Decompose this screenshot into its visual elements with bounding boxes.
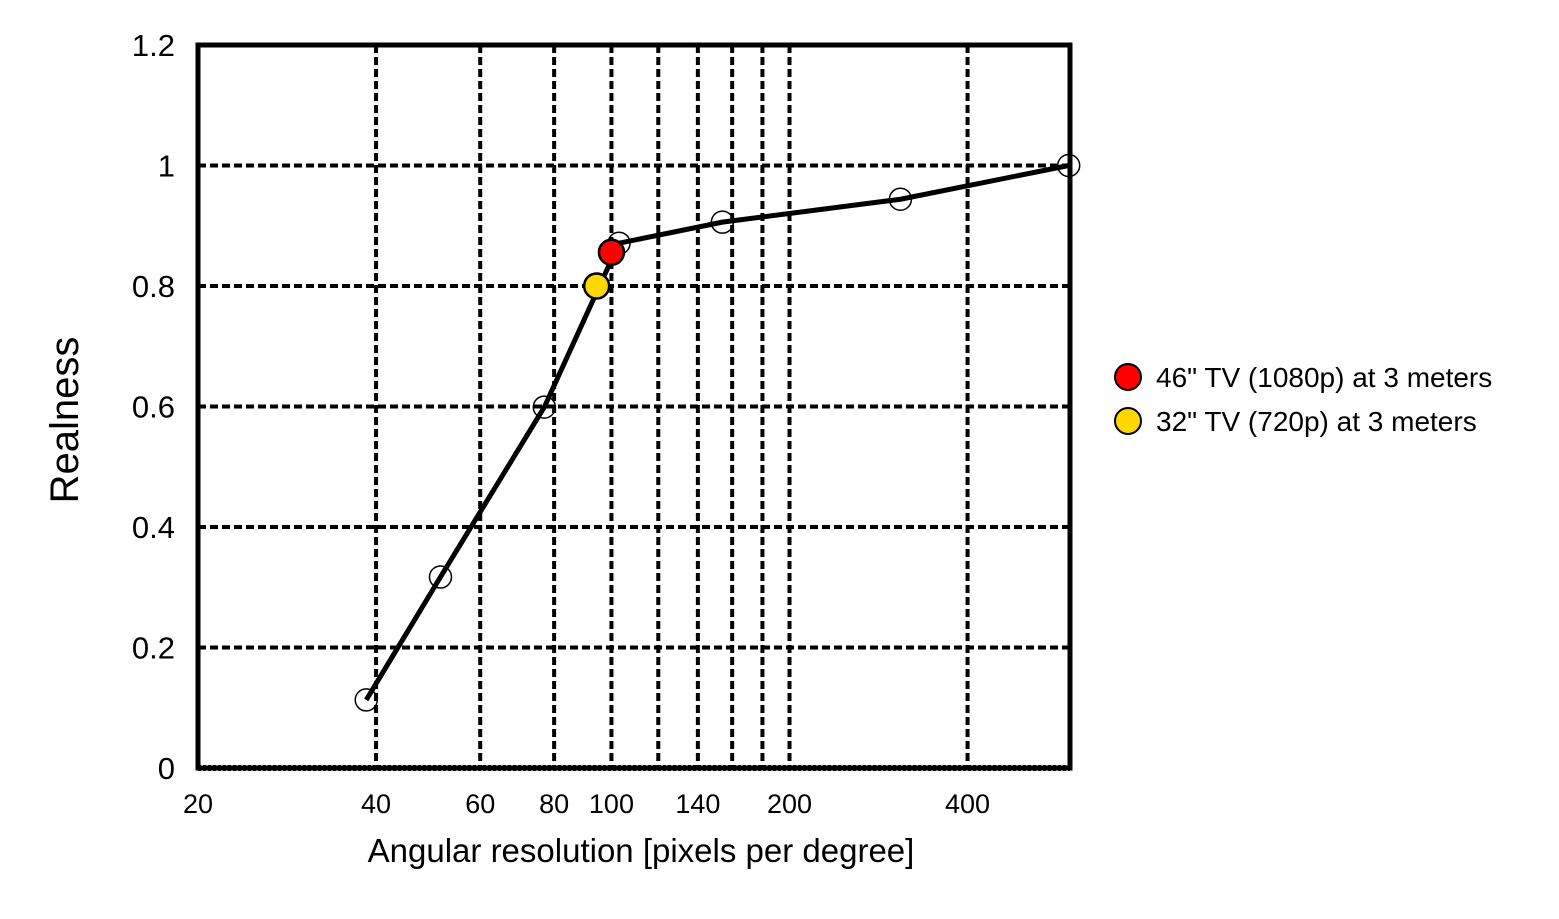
y-tick-label: 1 <box>158 149 175 184</box>
x-tick-label: 200 <box>767 789 812 819</box>
y-tick-label: 0.6 <box>132 390 175 425</box>
y-tick-label: 1.2 <box>132 28 175 63</box>
x-tick-label: 100 <box>589 789 634 819</box>
x-tick-label: 20 <box>183 789 213 819</box>
data-point <box>710 210 735 234</box>
x-tick-label: 400 <box>945 789 990 819</box>
legend-marker <box>1114 407 1142 435</box>
y-tick-label: 0.2 <box>132 631 175 666</box>
data-point <box>354 688 378 712</box>
data-point <box>1056 153 1081 178</box>
data-point <box>888 187 913 211</box>
y-tick-label: 0.8 <box>132 269 175 304</box>
data-point <box>428 565 453 589</box>
x-tick-label: 140 <box>675 789 720 819</box>
x-tick-label: 80 <box>539 789 569 819</box>
x-tick-label: 40 <box>361 789 391 819</box>
y-tick-label: 0 <box>158 751 175 786</box>
highlight-point <box>582 272 611 300</box>
legend-marker <box>1114 363 1142 391</box>
y-axis-label: Realness <box>43 337 87 504</box>
y-tick-label: 0.4 <box>132 510 175 545</box>
series-line <box>364 163 1070 702</box>
x-tick-label: 60 <box>465 789 495 819</box>
legend-label: 32" TV (720p) at 3 meters <box>1156 406 1477 437</box>
x-axis-label: Angular resolution [pixels per degree] <box>368 832 915 869</box>
legend-label: 46" TV (1080p) at 3 meters <box>1156 362 1492 393</box>
data-point <box>532 395 557 419</box>
highlight-point <box>597 238 626 267</box>
